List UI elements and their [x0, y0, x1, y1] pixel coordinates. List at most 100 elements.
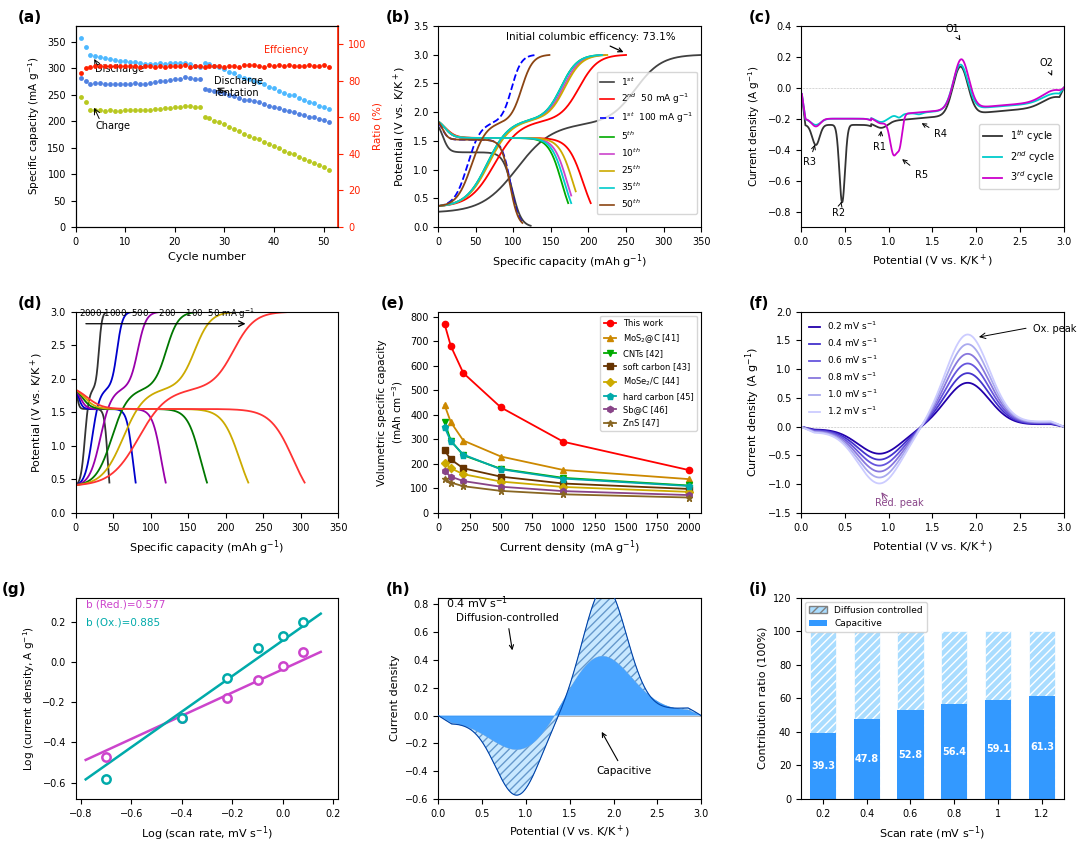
0.6 mV s$^{-1}$: [795, 422, 808, 432]
Text: Discharge
rentation: Discharge rentation: [215, 76, 264, 98]
0.6 mV s$^{-1}$: [821, 427, 834, 437]
X-axis label: Specific capacity (mAh g$^{-1}$): Specific capacity (mAh g$^{-1}$): [130, 539, 284, 557]
Bar: [897, 710, 923, 799]
Text: Initial columbic efficency: 73.1%: Initial columbic efficency: 73.1%: [505, 32, 675, 52]
0.8 mV s$^{-1}$: [1000, 405, 1013, 415]
Sb@C [46]: [495, 482, 508, 492]
Bar: [985, 631, 1011, 799]
0.8 mV s$^{-1}$: [821, 428, 834, 438]
Line: CNTs [42]: CNTs [42]: [442, 419, 691, 489]
2$^{nd}$ cycle: [795, 88, 808, 99]
1.0 mV s$^{-1}$: [821, 429, 834, 439]
Text: 0.4 mV s$^{-1}$: 0.4 mV s$^{-1}$: [446, 594, 508, 611]
0.2 mV s$^{-1}$: [1000, 411, 1013, 422]
0.2 mV s$^{-1}$: [1004, 414, 1017, 424]
hard carbon [45]: [557, 473, 570, 484]
CNTs [42]: [557, 472, 570, 483]
Legend: 0.2 mV s$^{-1}$, 0.4 mV s$^{-1}$, 0.6 mV s$^{-1}$, 0.8 mV s$^{-1}$, 1.0 mV s$^{-: 0.2 mV s$^{-1}$, 0.4 mV s$^{-1}$, 0.6 mV…: [806, 316, 881, 420]
CNTs [42]: [683, 480, 696, 490]
0.6 mV s$^{-1}$: [873, 460, 886, 471]
0.6 mV s$^{-1}$: [1057, 422, 1070, 432]
Text: Charge: Charge: [95, 121, 131, 131]
Line: Sb@C [46]: Sb@C [46]: [442, 468, 691, 498]
1$^{th}$ cycle: [1050, 92, 1063, 102]
Text: R4: R4: [922, 124, 947, 139]
0.4 mV s$^{-1}$: [873, 454, 886, 465]
0.6 mV s$^{-1}$: [901, 437, 914, 448]
0.4 mV s$^{-1}$: [901, 435, 914, 445]
soft carbon [43]: [444, 454, 457, 465]
1.0 mV s$^{-1}$: [961, 339, 974, 350]
Line: MoS$_2$@C [41]: MoS$_2$@C [41]: [442, 402, 691, 482]
Text: 56.4: 56.4: [942, 746, 967, 757]
Text: (f): (f): [748, 295, 769, 311]
1.0 mV s$^{-1}$: [901, 442, 914, 453]
Text: b (Red.)=0.577: b (Red.)=0.577: [85, 600, 165, 610]
Sb@C [46]: [683, 490, 696, 500]
hard carbon [45]: [457, 449, 470, 460]
This work: [438, 319, 451, 329]
Sb@C [46]: [444, 472, 457, 482]
3$^{rd}$ cycle: [955, 54, 968, 64]
0.8 mV s$^{-1}$: [961, 349, 974, 359]
1$^{th}$ cycle: [916, 113, 929, 123]
0.2 mV s$^{-1}$: [901, 433, 914, 443]
Bar: [1029, 631, 1055, 799]
Legend: This work, MoS$_2$@C [41], CNTs [42], soft carbon [43], MoSe$_2$/C [44], hard ca: This work, MoS$_2$@C [41], CNTs [42], so…: [600, 316, 697, 431]
hard carbon [45]: [495, 464, 508, 474]
Text: Ox. peak: Ox. peak: [1034, 324, 1077, 334]
3$^{rd}$ cycle: [1002, 100, 1015, 110]
3$^{rd}$ cycle: [888, 150, 901, 161]
0.4 mV s$^{-1}$: [821, 426, 834, 436]
X-axis label: Current density (mA g$^{-1}$): Current density (mA g$^{-1}$): [499, 539, 640, 557]
MoSe$_2$/C [44]: [683, 487, 696, 497]
3$^{rd}$ cycle: [809, 121, 822, 131]
Text: Capacitive: Capacitive: [596, 733, 651, 776]
Text: R2: R2: [832, 203, 845, 218]
0.2 mV s$^{-1}$: [975, 386, 988, 396]
1.2 mV s$^{-1}$: [821, 430, 834, 440]
ZnS [47]: [438, 473, 451, 484]
Text: Diffusion-controlled: Diffusion-controlled: [456, 613, 558, 649]
Y-axis label: Potential (V vs. K/K$^+$): Potential (V vs. K/K$^+$): [28, 351, 45, 473]
Line: ZnS [47]: ZnS [47]: [442, 476, 691, 501]
Bar: [853, 631, 880, 799]
3$^{rd}$ cycle: [795, 88, 808, 99]
1$^{th}$ cycle: [836, 198, 849, 208]
This work: [457, 368, 470, 378]
0.2 mV s$^{-1}$: [873, 448, 886, 459]
Line: 1.0 mV s$^{-1}$: 1.0 mV s$^{-1}$: [801, 344, 1064, 478]
0.8 mV s$^{-1}$: [901, 440, 914, 450]
soft carbon [43]: [683, 484, 696, 494]
0.4 mV s$^{-1}$: [975, 378, 988, 388]
Text: (c): (c): [748, 9, 771, 25]
3$^{rd}$ cycle: [916, 107, 929, 118]
0.2 mV s$^{-1}$: [910, 425, 923, 436]
This work: [495, 402, 508, 412]
hard carbon [45]: [683, 481, 696, 491]
This work: [683, 465, 696, 475]
0.8 mV s$^{-1}$: [795, 422, 808, 432]
Text: (d): (d): [17, 295, 42, 311]
Text: R3: R3: [802, 145, 815, 168]
hard carbon [45]: [444, 436, 457, 447]
MoSe$_2$/C [44]: [438, 458, 451, 468]
CNTs [42]: [495, 464, 508, 474]
CNTs [42]: [457, 450, 470, 460]
MoS$_2$@C [41]: [444, 417, 457, 427]
0.4 mV s$^{-1}$: [910, 426, 923, 436]
soft carbon [43]: [557, 478, 570, 489]
Text: 61.3: 61.3: [1030, 742, 1054, 752]
soft carbon [43]: [457, 463, 470, 473]
Text: O1: O1: [945, 24, 960, 40]
Line: MoSe$_2$/C [44]: MoSe$_2$/C [44]: [442, 460, 691, 495]
MoSe$_2$/C [44]: [495, 477, 508, 487]
1$^{th}$ cycle: [954, 62, 967, 72]
1.0 mV s$^{-1}$: [975, 355, 988, 365]
0.6 mV s$^{-1}$: [1004, 411, 1017, 421]
MoS$_2$@C [41]: [495, 451, 508, 461]
MoSe$_2$/C [44]: [557, 482, 570, 492]
0.6 mV s$^{-1}$: [961, 358, 974, 369]
2$^{nd}$ cycle: [1057, 82, 1070, 93]
Text: (h): (h): [386, 582, 410, 596]
